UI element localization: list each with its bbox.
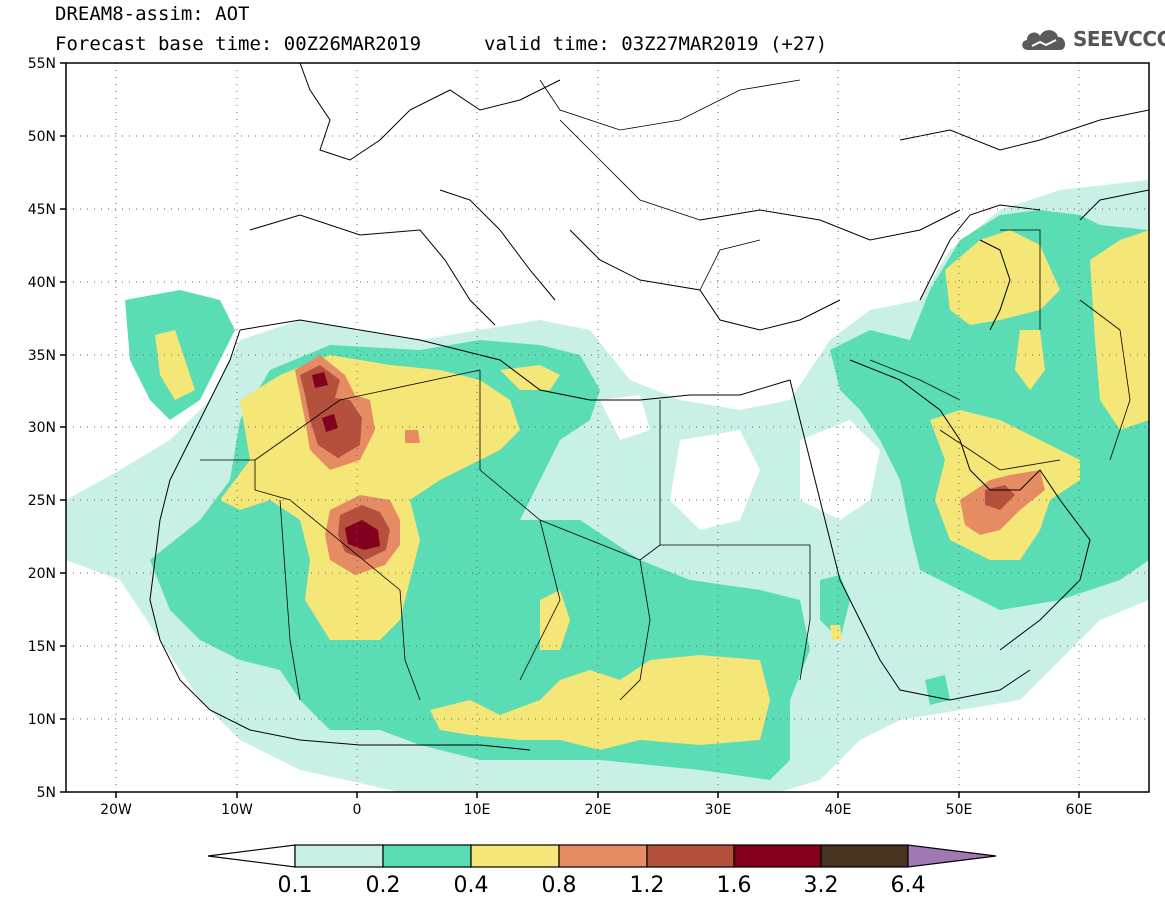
lat-label: 5N — [37, 785, 56, 801]
lon-label: 50E — [946, 802, 973, 818]
colorbar-segment — [733, 844, 822, 868]
colorbar-label: 0.8 — [542, 873, 577, 898]
base-time-label: Forecast base time: 00Z26MAR2019 — [55, 33, 422, 55]
colorbar-label: 6.4 — [891, 873, 926, 898]
colorbar-segment — [294, 844, 384, 868]
colorbar-under-arrow — [207, 844, 296, 868]
seevccc-logo: SEEVCCC — [1018, 24, 1165, 54]
colorbar-segment — [558, 844, 648, 868]
lon-label: 20W — [100, 802, 132, 818]
lon-label: 60E — [1066, 802, 1093, 818]
valid-time-label: valid time: 03Z27MAR2019 (+27) — [484, 33, 828, 55]
colorbar-label: 3.2 — [804, 873, 839, 898]
lat-label: 40N — [28, 275, 56, 291]
lon-labels: 20W 10W 0 10E 20E 30E 40E 50E 60E — [100, 802, 1092, 818]
lat-label: 10N — [28, 712, 56, 728]
lat-label: 20N — [28, 566, 56, 582]
lat-labels: 55N 50N 45N 40N 35N 30N 25N 20N 15N 10N … — [28, 56, 56, 801]
lon-label: 40E — [825, 802, 852, 818]
lon-label: 10W — [221, 802, 253, 818]
colorbar-segment — [820, 844, 909, 868]
lat-label: 25N — [28, 493, 56, 509]
colorbar-label: 1.6 — [717, 873, 752, 898]
lat-label: 50N — [28, 129, 56, 145]
lon-label: 0 — [353, 802, 362, 818]
lat-label: 15N — [28, 639, 56, 655]
logo-text: SEEVCCC — [1073, 27, 1165, 51]
coastlines — [149, 63, 1149, 751]
colorbar-label: 0.4 — [454, 873, 489, 898]
colorbar: 0.1 0.2 0.4 0.8 1.2 1.6 3.2 6.4 — [207, 844, 997, 898]
cloud-icon — [1022, 30, 1066, 50]
lon-label: 10E — [464, 802, 491, 818]
country-borders — [200, 79, 1131, 701]
map-title: DREAM8-assim: AOT — [55, 3, 250, 25]
axis-ticks — [60, 62, 1080, 798]
graticule — [66, 63, 1149, 792]
colorbar-segment — [382, 844, 472, 868]
colorbar-label: 1.2 — [630, 873, 665, 898]
lon-label: 30E — [705, 802, 732, 818]
colorbar-label: 0.1 — [278, 873, 313, 898]
colorbar-over-arrow — [907, 844, 997, 868]
lat-label: 45N — [28, 202, 56, 218]
lon-label: 20E — [585, 802, 612, 818]
lat-label: 30N — [28, 420, 56, 436]
colorbar-segment — [470, 844, 560, 868]
aot-field — [66, 63, 1149, 792]
colorbar-label: 0.2 — [366, 873, 401, 898]
lat-label: 35N — [28, 348, 56, 364]
colorbar-segment — [646, 844, 735, 868]
lat-label: 55N — [28, 56, 56, 72]
